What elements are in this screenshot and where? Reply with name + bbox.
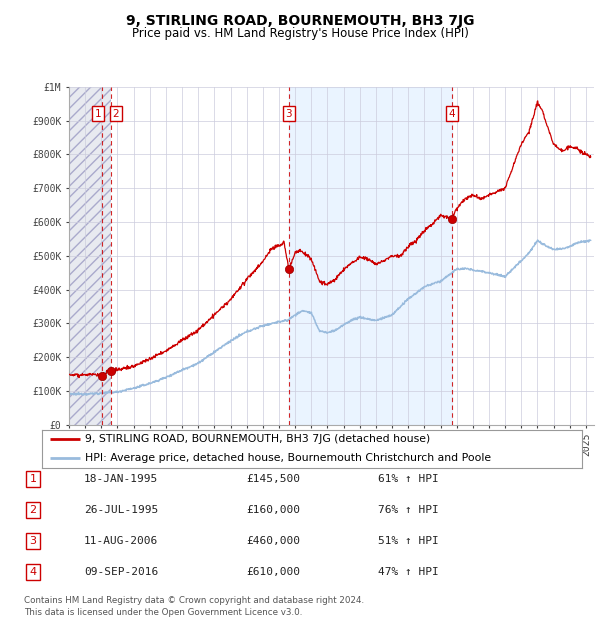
Text: 4: 4 [448, 109, 455, 119]
Text: Price paid vs. HM Land Registry's House Price Index (HPI): Price paid vs. HM Land Registry's House … [131, 27, 469, 40]
Text: 4: 4 [29, 567, 37, 577]
Text: 1: 1 [29, 474, 37, 484]
Bar [289, 87, 452, 425]
Text: £460,000: £460,000 [246, 536, 300, 546]
Text: 47% ↑ HPI: 47% ↑ HPI [378, 567, 439, 577]
Text: 2: 2 [29, 505, 37, 515]
Text: 11-AUG-2006: 11-AUG-2006 [84, 536, 158, 546]
Text: 3: 3 [286, 109, 292, 119]
Bar [69, 87, 110, 425]
Text: 9, STIRLING ROAD, BOURNEMOUTH, BH3 7JG (detached house): 9, STIRLING ROAD, BOURNEMOUTH, BH3 7JG (… [85, 434, 430, 445]
Text: £145,500: £145,500 [246, 474, 300, 484]
Text: £610,000: £610,000 [246, 567, 300, 577]
Text: 61% ↑ HPI: 61% ↑ HPI [378, 474, 439, 484]
Text: £160,000: £160,000 [246, 505, 300, 515]
Text: 2: 2 [113, 109, 119, 119]
Text: HPI: Average price, detached house, Bournemouth Christchurch and Poole: HPI: Average price, detached house, Bour… [85, 453, 491, 464]
Bar [69, 87, 110, 425]
Text: 3: 3 [29, 536, 37, 546]
Text: 1: 1 [95, 109, 101, 119]
Text: 26-JUL-1995: 26-JUL-1995 [84, 505, 158, 515]
Text: Contains HM Land Registry data © Crown copyright and database right 2024.
This d: Contains HM Land Registry data © Crown c… [24, 596, 364, 617]
Text: 51% ↑ HPI: 51% ↑ HPI [378, 536, 439, 546]
Text: 76% ↑ HPI: 76% ↑ HPI [378, 505, 439, 515]
Text: 9, STIRLING ROAD, BOURNEMOUTH, BH3 7JG: 9, STIRLING ROAD, BOURNEMOUTH, BH3 7JG [126, 14, 474, 28]
Text: 09-SEP-2016: 09-SEP-2016 [84, 567, 158, 577]
Text: 18-JAN-1995: 18-JAN-1995 [84, 474, 158, 484]
